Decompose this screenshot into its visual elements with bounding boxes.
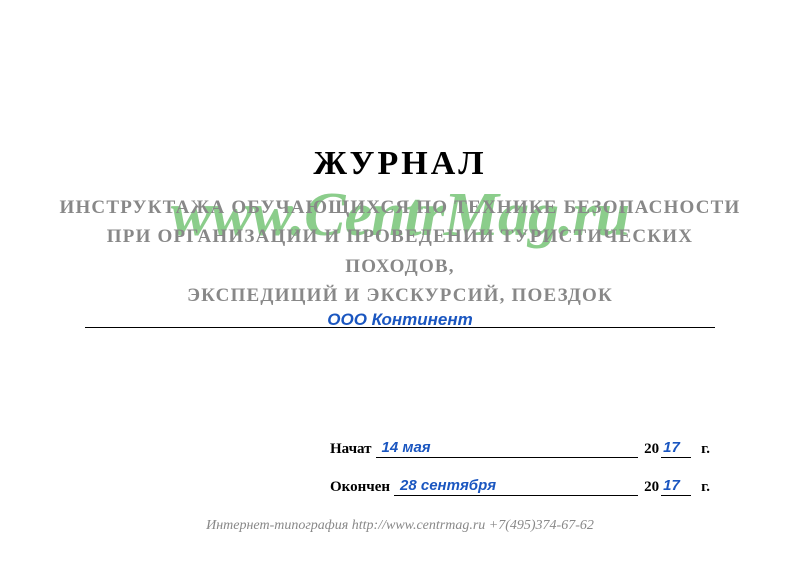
organization-line: ООО Континент: [85, 310, 715, 328]
journal-title: ЖУРНАЛ: [0, 145, 800, 183]
year-suffix: г.: [701, 479, 710, 496]
year-suffix: г.: [701, 441, 710, 458]
century-prefix: 20: [644, 441, 659, 458]
end-date-value: 28 сентября: [400, 477, 496, 494]
start-date-label: Начат: [330, 441, 372, 458]
century-prefix: 20: [644, 479, 659, 496]
end-date-underline: 28 сентября: [394, 478, 638, 496]
end-date-row: Окончен 28 сентября 20 17 г.: [330, 478, 710, 496]
end-date-label: Окончен: [330, 479, 390, 496]
footer-text: Интернет-типография http://www.centrmag.…: [0, 518, 800, 534]
start-date-value: 14 мая: [382, 439, 431, 456]
start-year-value: 17: [663, 439, 680, 456]
subtitle-line-3: ЭКСПЕДИЦИЙ И ЭКСКУРСИЙ, ПОЕЗДОК: [187, 285, 613, 306]
document-page: www.CentrMag.ru ЖУРНАЛ ИНСТРУКТАЖА ОБУЧА…: [0, 0, 800, 562]
subtitle-line-2: ПРИ ОРГАНИЗАЦИИ И ПРОВЕДЕНИИ ТУРИСТИЧЕСК…: [107, 226, 693, 276]
start-date-row: Начат 14 мая 20 17 г.: [330, 440, 710, 458]
title-block: ЖУРНАЛ ИНСТРУКТАЖА ОБУЧАЮЩИХСЯ ПО ТЕХНИК…: [0, 145, 800, 311]
end-year-underline: 17: [661, 478, 691, 496]
dates-block: Начат 14 мая 20 17 г. Окончен 28 сентябр…: [330, 440, 710, 516]
start-date-underline: 14 мая: [376, 440, 639, 458]
subtitle-line-1: ИНСТРУКТАЖА ОБУЧАЮЩИХСЯ ПО ТЕХНИКЕ БЕЗОП…: [59, 197, 740, 218]
journal-subtitle: ИНСТРУКТАЖА ОБУЧАЮЩИХСЯ ПО ТЕХНИКЕ БЕЗОП…: [0, 193, 800, 311]
start-year-underline: 17: [661, 440, 691, 458]
end-year-value: 17: [663, 477, 680, 494]
